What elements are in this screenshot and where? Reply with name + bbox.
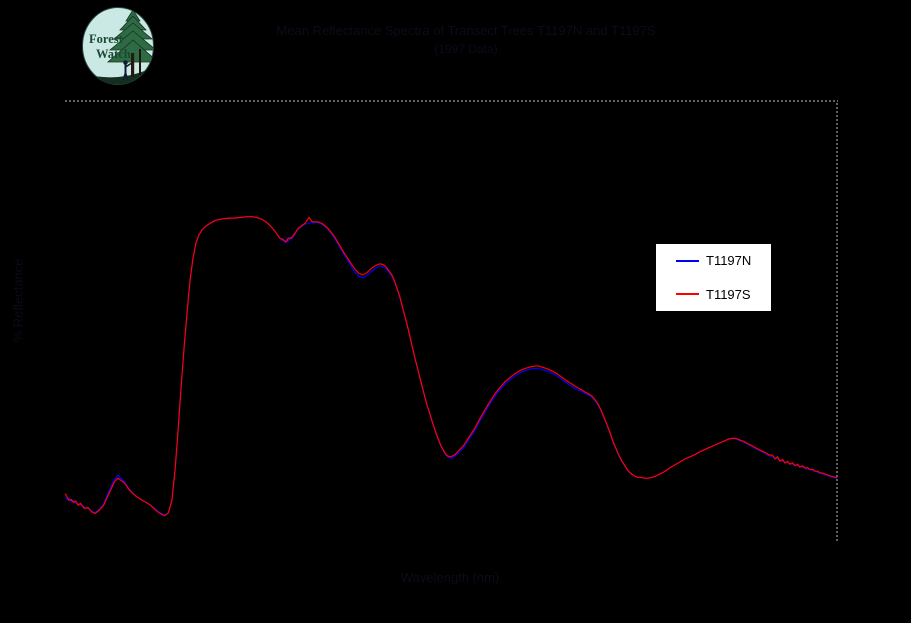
chart-title: Mean Reflectance Spectra of Transect Tre…	[276, 23, 656, 38]
legend-label: T1197S	[706, 286, 751, 302]
chart-subtitle: (1997 Data)	[434, 42, 498, 56]
legend-entry-t1197n: T1197N	[656, 244, 771, 278]
x-axis-label: Wavelength (nm)	[400, 570, 500, 585]
tree-trunk	[131, 53, 135, 77]
legend-line-sample-blue	[676, 259, 699, 262]
logo-text-forest: Forest	[89, 32, 124, 46]
legend-label: T1197N	[706, 253, 752, 269]
legend: T1197N T1197S	[655, 243, 772, 312]
plot-border-dotted	[65, 100, 838, 543]
tree-trunk-2	[139, 49, 141, 75]
legend-line-sample-red	[676, 293, 699, 296]
series-line-t1197s	[64, 216, 838, 517]
person-icon	[122, 60, 132, 81]
logo-text-watch: Watch	[96, 47, 131, 61]
forest-watch-logo: Forest Watch	[82, 7, 154, 85]
legend-entry-t1197s: T1197S	[656, 278, 771, 312]
